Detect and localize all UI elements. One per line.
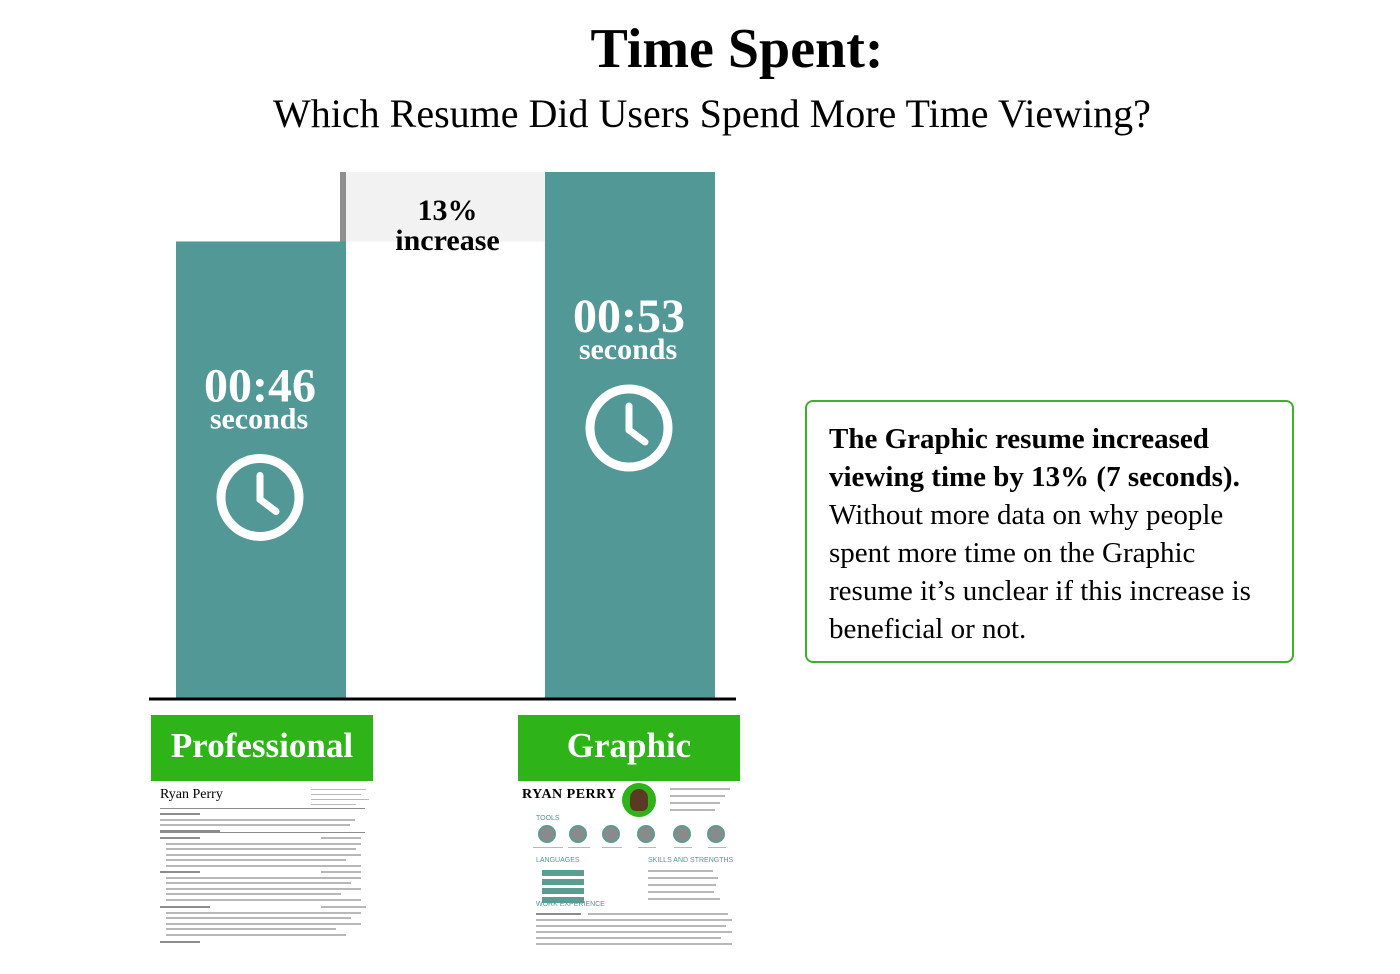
category-label-graphic: Graphic <box>518 715 740 781</box>
section-languages: LANGUAGES <box>536 857 580 864</box>
graphic-resume-thumbnail: RYAN PERRY TOOLS LANGUAGES SKILLS AND ST… <box>518 781 740 949</box>
section-skills: SKILLS AND STRENGTHS <box>648 857 734 864</box>
difference-band <box>346 172 545 242</box>
section-tools: TOOLS <box>536 815 560 822</box>
clock-icon <box>216 453 304 541</box>
professional-resume-thumbnail: Ryan Perry <box>151 781 373 949</box>
clock-hand-minute <box>256 495 280 515</box>
value-label: 00:46 <box>204 359 316 412</box>
value-label: 00:53 <box>573 290 685 343</box>
callout-text: Without more data on why people spent mo… <box>829 499 1251 645</box>
category-label-professional: Professional <box>151 715 373 781</box>
resume-name: Ryan Perry <box>160 787 223 802</box>
section-work-experience: WORK EXPERIENCE <box>536 901 605 908</box>
difference-label-word: increase <box>395 224 499 257</box>
insight-callout: The Graphic resume increased viewing tim… <box>805 400 1294 663</box>
unit-label: seconds <box>579 333 677 366</box>
clock-hand-minute <box>625 426 649 446</box>
clock-icon <box>585 384 673 472</box>
difference-label-percent: 13% <box>418 194 478 227</box>
avatar <box>622 783 656 817</box>
bar-professional <box>176 241 346 699</box>
chart-subtitle: Which Resume Did Users Spend More Time V… <box>273 91 1151 136</box>
chart-title: Time Spent: <box>590 18 884 80</box>
resume-name: RYAN PERRY <box>522 787 617 802</box>
difference-edge <box>340 172 346 242</box>
unit-label: seconds <box>210 402 308 435</box>
callout-bold-text: The Graphic resume increased viewing tim… <box>829 423 1240 493</box>
